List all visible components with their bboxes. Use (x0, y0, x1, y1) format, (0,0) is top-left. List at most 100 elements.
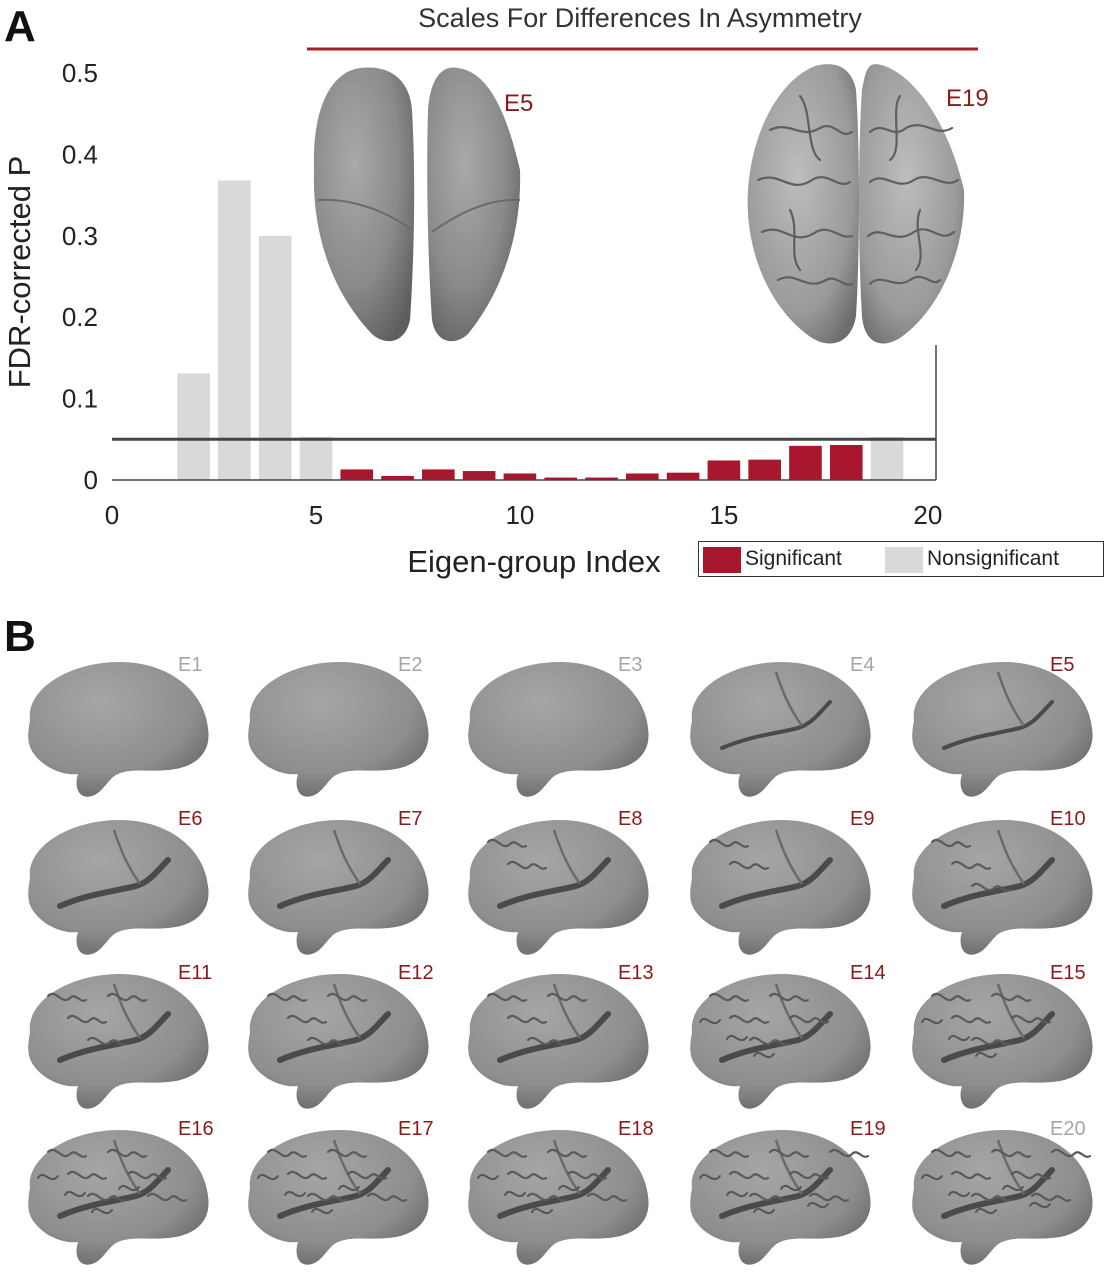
brain-icon (248, 662, 429, 797)
brain-icon (468, 820, 649, 955)
brain-label: E10 (1050, 808, 1086, 830)
brain-tile: E10 (892, 808, 1102, 958)
chart-title: Scales For Differences In Asymmetry (418, 3, 862, 33)
brain-icon (690, 662, 871, 797)
bar-chart: Scales For Differences In Asymmetry FDR-… (2, 3, 989, 579)
brain-icon (912, 820, 1093, 955)
x-tick-label: 15 (709, 500, 738, 530)
y-axis-label: FDR-corrected P (2, 156, 37, 389)
axis-ticks: 0 0.1 0.2 0.3 0.4 0.5 0 5 10 15 20 (62, 58, 942, 530)
legend: Significant Nonsignificant (698, 541, 1104, 577)
bar (218, 180, 251, 480)
brain-label: E1 (178, 654, 203, 676)
inset-brain-e5 (313, 67, 521, 342)
brain-label: E15 (1050, 962, 1086, 984)
panel-a-label: A (4, 2, 36, 51)
brain-label: E8 (618, 808, 643, 830)
brain-label: E20 (1050, 1118, 1086, 1140)
brain-tile: E19 (670, 1118, 886, 1268)
brain-label: E18 (618, 1118, 654, 1140)
bar (748, 459, 781, 480)
brain-tile: E2 (228, 650, 438, 800)
brain-label: E2 (398, 654, 423, 676)
panel-b-label: B (4, 612, 36, 661)
brain-icon (248, 820, 429, 955)
brain-tile: E9 (670, 808, 880, 958)
brain-label: E6 (178, 808, 203, 830)
bar (829, 444, 863, 480)
brain-label: E17 (398, 1118, 434, 1140)
brain-icon (690, 1130, 871, 1265)
bar (462, 471, 496, 480)
legend-swatch-significant (703, 547, 741, 573)
brain-icon (28, 820, 209, 955)
inset-label-e5: E5 (504, 90, 533, 117)
inset-brain-e19 (747, 64, 965, 344)
brain-icon (912, 974, 1093, 1109)
legend-label-nonsignificant: Nonsignificant (927, 547, 1059, 570)
brain-label: E9 (850, 808, 875, 830)
bar (789, 445, 822, 480)
brain-label: E5 (1050, 654, 1075, 676)
brain-label: E4 (850, 654, 875, 676)
brain-label: E11 (178, 962, 213, 984)
brain-tile: E12 (228, 962, 438, 1112)
brain-icon (28, 974, 209, 1109)
brain-tile: E1 (8, 650, 218, 800)
brain-label: E16 (178, 1118, 214, 1140)
legend-swatch-nonsignificant (885, 547, 923, 573)
bar (258, 235, 292, 480)
legend-label-significant: Significant (745, 547, 842, 570)
brain-tile: E17 (228, 1118, 438, 1268)
brain-tile: E15 (892, 962, 1102, 1112)
bar (544, 477, 578, 480)
x-tick-label: 20 (913, 500, 942, 530)
y-tick-label: 0.2 (62, 302, 98, 332)
brain-tile: E14 (670, 962, 886, 1112)
brain-tile: E5 (892, 650, 1102, 800)
bar (666, 472, 700, 480)
bar (340, 469, 374, 480)
bar (625, 473, 659, 480)
bar (503, 473, 537, 480)
brain-icon (690, 820, 871, 955)
brain-tile: E4 (670, 650, 880, 800)
brain-tile: E18 (448, 1118, 658, 1268)
x-tick-label: 0 (105, 500, 119, 530)
bar (299, 436, 333, 480)
brain-tile: E11 (8, 962, 218, 1112)
brain-icon (468, 974, 649, 1109)
brain-tile: E13 (448, 962, 658, 1112)
y-tick-label: 0.4 (62, 139, 98, 169)
brain-icon (912, 662, 1093, 797)
x-tick-label: 10 (505, 500, 534, 530)
brain-tile: E20 (892, 1118, 1102, 1268)
brain-label: E19 (850, 1118, 886, 1140)
brain-icon (690, 974, 871, 1109)
brain-tile: E16 (8, 1118, 218, 1268)
brain-icon (912, 1130, 1093, 1265)
brain-tile: E6 (8, 808, 218, 958)
bar (422, 469, 455, 480)
brain-label: E12 (398, 962, 434, 984)
brain-icon (28, 662, 209, 797)
brain-label: E3 (618, 654, 643, 676)
brain-label: E13 (618, 962, 654, 984)
bar (870, 436, 904, 480)
brain-tile: E3 (448, 650, 658, 800)
x-axis-label: Eigen-group Index (407, 544, 661, 579)
brain-icon (248, 1130, 429, 1265)
y-tick-label: 0.1 (62, 384, 98, 414)
brain-label: E14 (850, 962, 886, 984)
y-tick-label: 0.5 (62, 58, 98, 88)
y-tick-label: 0 (84, 465, 98, 495)
inset-label-e19: E19 (946, 85, 989, 112)
brain-label: E7 (398, 808, 423, 830)
bar (381, 475, 414, 480)
bar (585, 477, 618, 480)
x-tick-label: 5 (309, 500, 323, 530)
brain-icon (28, 1130, 209, 1265)
y-tick-label: 0.3 (62, 221, 98, 251)
brain-icon (468, 1130, 649, 1265)
bar (707, 460, 741, 480)
